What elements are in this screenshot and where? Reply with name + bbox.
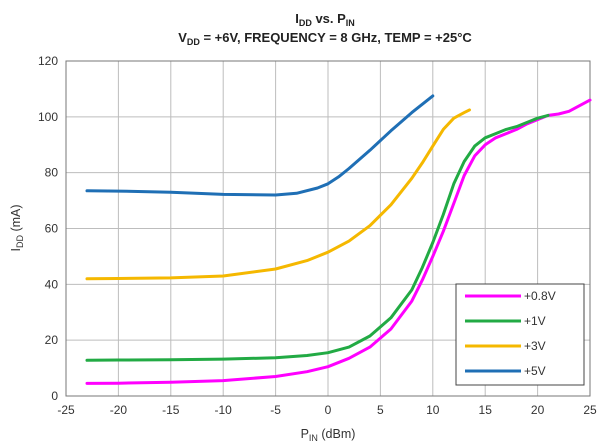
y-tick-label: 60 <box>45 222 59 236</box>
y-tick-label: 20 <box>45 333 59 347</box>
series-line <box>85 108 471 281</box>
y-tick-labels: 0 20 40 60 80 100 120 <box>38 54 58 403</box>
title1-mid: vs. P <box>312 11 346 26</box>
legend-label: +5V <box>524 364 546 378</box>
x-tick-label: 5 <box>377 403 384 417</box>
xlabel-main: P <box>301 427 309 441</box>
x-tick-label: 15 <box>479 403 493 417</box>
x-tick-label: -10 <box>215 403 233 417</box>
ylabel-sub: DD <box>15 235 25 248</box>
title2-rest: = +6V, FREQUENCY = 8 GHz, TEMP = +25°C <box>200 30 473 45</box>
x-tick-label: 25 <box>583 403 597 417</box>
title1-main: I <box>295 11 299 26</box>
y-axis-label: IDD (mA) <box>9 204 25 251</box>
title2-main: V <box>178 30 187 45</box>
x-tick-label: -20 <box>110 403 128 417</box>
title1-sub: DD <box>299 18 312 28</box>
ylabel-rest: (mA) <box>9 204 23 235</box>
legend: +0.8V +1V +3V +5V <box>455 283 585 386</box>
chart-title-line2: VDD = +6V, FREQUENCY = 8 GHz, TEMP = +25… <box>178 30 472 47</box>
y-tick-label: 120 <box>38 54 58 68</box>
series-line <box>85 94 435 197</box>
x-tick-label: -15 <box>162 403 180 417</box>
x-tick-label: -5 <box>270 403 281 417</box>
y-tick-label: 0 <box>51 389 58 403</box>
legend-label: +3V <box>524 339 546 353</box>
series-line <box>85 113 550 362</box>
x-tick-label: 10 <box>426 403 440 417</box>
x-tick-label: 20 <box>531 403 545 417</box>
y-tick-label: 100 <box>38 110 58 124</box>
legend-box <box>455 283 585 386</box>
title2-sub: DD <box>187 37 200 47</box>
x-tick-labels: -25 -20 -15 -10 -5 0 5 10 15 20 25 <box>57 403 597 417</box>
xlabel-rest: (dBm) <box>318 427 356 441</box>
x-tick-label: -25 <box>57 403 75 417</box>
ylabel-main: I <box>9 248 23 251</box>
legend-label: +1V <box>524 314 546 328</box>
series-lines <box>85 94 592 385</box>
plot-border <box>65 60 591 397</box>
y-tick-label: 40 <box>45 277 59 291</box>
legend-label: +0.8V <box>524 289 556 303</box>
x-axis-label: PIN (dBm) <box>301 427 356 443</box>
title1-sub2: IN <box>346 18 355 28</box>
chart-title-line1: IDD vs. PIN <box>295 11 355 28</box>
xlabel-sub: IN <box>309 433 318 443</box>
y-tick-label: 80 <box>45 166 59 180</box>
x-tick-label: 0 <box>325 403 332 417</box>
